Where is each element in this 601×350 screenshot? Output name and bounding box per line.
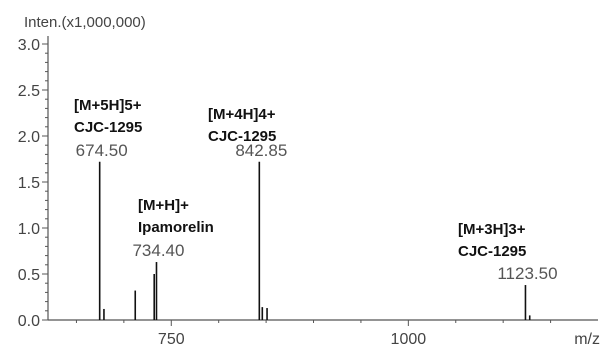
y-tick-label: 3.0 — [18, 37, 40, 54]
peak-labels: 674.50 734.40 842.85 1123.50 — [76, 141, 558, 283]
annotation-compound: CJC-1295 — [208, 128, 276, 145]
annotation-ion: [M+4H]4+ — [208, 106, 276, 123]
y-tick-label: 2.0 — [18, 129, 40, 146]
annotation-compound: CJC-1295 — [74, 119, 142, 136]
annotation-ion: [M+H]+ — [138, 197, 189, 214]
y-axis-label: Inten.(x1,000,000) — [24, 14, 146, 31]
peaks — [98, 161, 531, 320]
x-tick-label: 1000 — [391, 331, 427, 348]
axes: 0.0 0.5 1.0 1.5 2.0 2.5 3.0 750 1000 m/z — [18, 36, 600, 348]
y-tick-label: 1.0 — [18, 221, 40, 238]
peak-mz-label: 734.40 — [132, 241, 184, 260]
peak-mz-label: 842.85 — [235, 141, 287, 160]
x-axis-label: m/z — [574, 331, 600, 348]
annotation-compound: CJC-1295 — [458, 243, 526, 260]
y-tick-label: 0.5 — [18, 267, 40, 284]
y-tick-label: 1.5 — [18, 175, 40, 192]
annotation-ion: [M+3H]3+ — [458, 221, 526, 238]
x-tick-label: 750 — [158, 331, 185, 348]
y-tick-label: 2.5 — [18, 83, 40, 100]
peak-mz-label: 674.50 — [76, 141, 128, 160]
annotation-ion: [M+5H]5+ — [74, 97, 142, 114]
peak-annotations: [M+5H]5+ CJC-1295 [M+4H]4+ CJC-1295 [M+H]+ Ip… — [74, 97, 526, 260]
peak-mz-label: 1123.50 — [497, 264, 557, 283]
y-tick-label: 0.0 — [18, 313, 40, 330]
annotation-compound: Ipamorelin — [138, 219, 214, 236]
